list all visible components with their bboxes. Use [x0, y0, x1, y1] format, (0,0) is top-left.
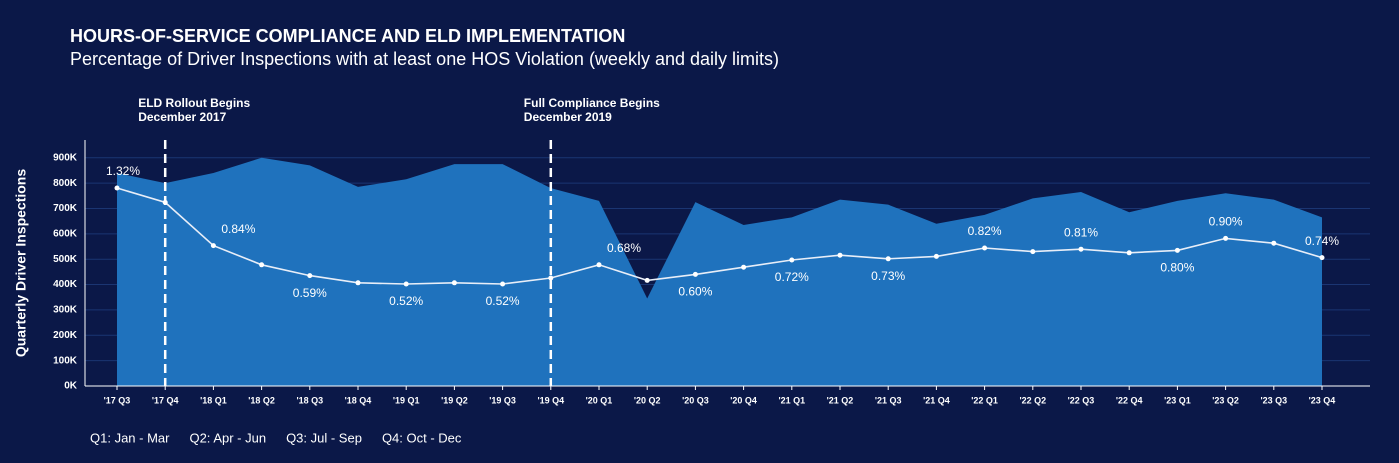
- line-point: [596, 262, 602, 268]
- y-tick-label: 400K: [53, 279, 78, 290]
- x-tick-label: '18 Q2: [248, 395, 275, 405]
- line-point: [1174, 247, 1180, 253]
- annotation-text: ELD Rollout Begins: [138, 96, 250, 110]
- x-tick-label: '19 Q1: [393, 395, 420, 405]
- x-tick-label: '20 Q3: [682, 395, 709, 405]
- line-point: [741, 264, 747, 270]
- x-tick-label: '20 Q2: [634, 395, 661, 405]
- y-tick-label: 900K: [53, 152, 78, 163]
- x-tick-label: '21 Q4: [923, 395, 950, 405]
- footnote: Q4: Oct - Dec: [382, 430, 462, 445]
- x-tick-label: '23 Q4: [1309, 395, 1336, 405]
- x-tick-label: '23 Q3: [1260, 395, 1287, 405]
- x-tick-label: '22 Q1: [971, 395, 998, 405]
- x-tick-label: '21 Q1: [778, 395, 805, 405]
- x-tick-label: '19 Q2: [441, 395, 468, 405]
- line-point: [1126, 250, 1132, 256]
- line-point: [1078, 246, 1084, 252]
- line-point: [259, 262, 265, 268]
- x-tick-label: '18 Q4: [345, 395, 372, 405]
- y-tick-label: 300K: [53, 305, 78, 316]
- line-point: [451, 280, 457, 286]
- y-tick-label: 800K: [53, 178, 78, 189]
- data-label: 0.84%: [221, 222, 255, 236]
- x-tick-label: '18 Q1: [200, 395, 227, 405]
- x-tick-label: '22 Q4: [1116, 395, 1143, 405]
- data-label: 0.59%: [293, 286, 327, 300]
- x-tick-label: '23 Q2: [1212, 395, 1239, 405]
- y-tick-label: 700K: [53, 203, 78, 214]
- data-label: 1.32%: [106, 164, 140, 178]
- line-point: [548, 275, 554, 281]
- annotation-text: Full Compliance Begins: [524, 96, 660, 110]
- x-tick-label: '22 Q3: [1068, 395, 1095, 405]
- x-tick-label: '17 Q4: [152, 395, 179, 405]
- line-point: [500, 281, 506, 287]
- footnote: Q2: Apr - Jun: [189, 430, 266, 445]
- line-point: [982, 245, 988, 251]
- y-axis-label: Quarterly Driver Inspections: [13, 169, 29, 358]
- line-point: [1319, 255, 1325, 261]
- line-point: [355, 280, 361, 286]
- line-point: [837, 252, 843, 258]
- line-point: [644, 277, 650, 283]
- chart-title: HOURS-OF-SERVICE COMPLIANCE AND ELD IMPL…: [70, 26, 625, 46]
- line-point: [210, 243, 216, 249]
- data-label: 0.52%: [486, 294, 520, 308]
- data-label: 0.81%: [1064, 225, 1098, 239]
- line-point: [1271, 240, 1277, 246]
- y-tick-label: 0K: [64, 381, 78, 392]
- data-label: 0.60%: [678, 285, 712, 299]
- data-label: 0.74%: [1305, 234, 1339, 248]
- footnote: Q3: Jul - Sep: [286, 430, 362, 445]
- data-label: 0.68%: [607, 241, 641, 255]
- line-point: [403, 281, 409, 287]
- data-label: 0.72%: [775, 270, 809, 284]
- line-point: [933, 253, 939, 259]
- x-tick-label: '19 Q4: [537, 395, 564, 405]
- x-tick-label: '21 Q2: [827, 395, 854, 405]
- y-tick-label: 100K: [53, 355, 78, 366]
- line-point: [789, 257, 795, 263]
- x-tick-label: '19 Q3: [489, 395, 516, 405]
- x-tick-label: '17 Q3: [104, 395, 131, 405]
- x-tick-label: '21 Q3: [875, 395, 902, 405]
- y-tick-label: 500K: [53, 254, 78, 265]
- annotation-text: December 2019: [524, 110, 612, 124]
- line-point: [307, 273, 313, 279]
- x-tick-label: '23 Q1: [1164, 395, 1191, 405]
- data-label: 0.73%: [871, 269, 905, 283]
- data-label: 0.90%: [1209, 215, 1243, 229]
- x-tick-label: '18 Q3: [296, 395, 323, 405]
- line: [116, 187, 1323, 285]
- area: [117, 157, 1322, 386]
- x-tick-label: '22 Q2: [1019, 395, 1046, 405]
- y-tick-label: 200K: [53, 330, 78, 341]
- footnote: Q1: Jan - Mar: [90, 430, 170, 445]
- annotation-text: December 2017: [138, 110, 226, 124]
- chart-subtitle: Percentage of Driver Inspections with at…: [70, 49, 779, 69]
- line-point: [1030, 249, 1036, 255]
- line-point: [692, 271, 698, 277]
- data-label: 0.80%: [1160, 261, 1194, 275]
- line-point: [885, 256, 891, 262]
- line-point: [114, 185, 120, 191]
- y-tick-label: 600K: [53, 228, 78, 239]
- line-point: [1223, 235, 1229, 241]
- x-tick-label: '20 Q4: [730, 395, 757, 405]
- x-tick-label: '20 Q1: [586, 395, 613, 405]
- data-label: 0.82%: [968, 224, 1002, 238]
- data-label: 0.52%: [389, 294, 423, 308]
